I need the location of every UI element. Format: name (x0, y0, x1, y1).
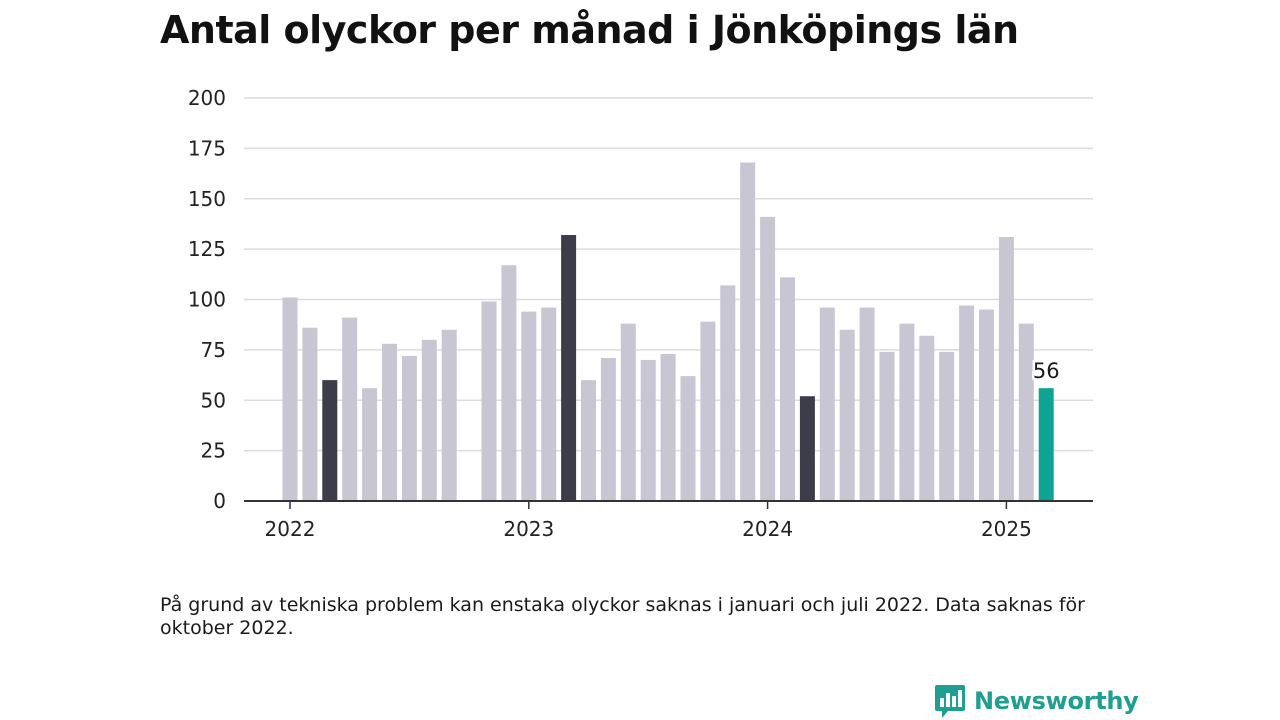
bar-2022-11 (481, 301, 497, 501)
x-tick-label: 2024 (742, 517, 793, 541)
bar-2023-07 (640, 359, 656, 501)
y-tick-label: 25 (201, 439, 226, 463)
bar-2023-01 (521, 311, 537, 501)
newsworthy-brand: Newsworthy (934, 683, 1139, 719)
bar-2022-07 (401, 355, 417, 501)
y-tick-label: 50 (201, 388, 226, 412)
bar-2022-09 (441, 329, 457, 501)
bar-2024-06 (859, 307, 875, 501)
bar-2024-07 (879, 351, 895, 501)
data-labels: 56 (1030, 357, 1062, 386)
bar-2023-12 (740, 162, 756, 502)
bar-2025-01 (998, 237, 1014, 501)
y-axis-tick-labels: 0 25 50 75 100 125 150 175 200 (188, 86, 226, 513)
bar-2024-08 (899, 323, 915, 501)
bar-2023-08 (660, 353, 676, 501)
bar-2022-01 (282, 297, 298, 501)
bar-2023-04 (581, 380, 596, 501)
bar-2024-11 (959, 305, 975, 501)
bar-2025-02 (1018, 323, 1034, 501)
bar-2024-02 (780, 277, 795, 501)
y-tick-label: 150 (188, 187, 226, 211)
bar-2022-05 (362, 388, 378, 501)
brand-name: Newsworthy (974, 687, 1139, 715)
bar-2024-09 (919, 335, 935, 501)
bar-2022-06 (382, 343, 397, 501)
x-tick-label: 2023 (503, 517, 554, 541)
bar-2024-04 (819, 307, 835, 501)
bar-2024-01 (760, 216, 776, 501)
bar-2022-08 (421, 339, 437, 501)
x-tick-label: 2022 (265, 517, 316, 541)
y-tick-label: 75 (201, 338, 226, 362)
y-tick-label: 125 (188, 237, 226, 261)
bar-2023-10 (700, 321, 716, 501)
bar-2024-12 (979, 309, 994, 501)
bar-2023-02 (541, 307, 557, 501)
bar-2024-10 (939, 351, 955, 501)
footnote: På grund av tekniska problem kan enstaka… (160, 594, 1085, 639)
chart-title: Antal olyckor per månad i Jönköpings län (160, 8, 1019, 52)
y-tick-label: 0 (213, 489, 226, 513)
y-tick-label: 175 (188, 136, 226, 160)
y-tick-label: 200 (188, 86, 226, 110)
bar-2023-09 (680, 376, 696, 501)
bar-2023-11 (720, 285, 736, 501)
bar-2022-12 (501, 265, 517, 501)
bar-2022-02 (302, 327, 318, 501)
x-tick-label: 2025 (981, 517, 1032, 541)
x-axis: 2022 2023 2024 2025 (244, 500, 1093, 541)
y-tick-label: 100 (188, 288, 226, 312)
bar-2023-03 (561, 235, 577, 501)
bar-2023-05 (600, 357, 616, 501)
newsworthy-logo-icon (935, 685, 965, 718)
bar-2024-05 (839, 329, 855, 501)
data-label: 56 (1033, 359, 1060, 383)
bar-2022-04 (342, 317, 358, 501)
bar-2022-03 (322, 380, 338, 501)
bars (282, 162, 1054, 502)
bar-2024-03 (799, 396, 815, 501)
bar-2023-06 (620, 323, 636, 501)
bar-2025-03 (1038, 388, 1054, 501)
